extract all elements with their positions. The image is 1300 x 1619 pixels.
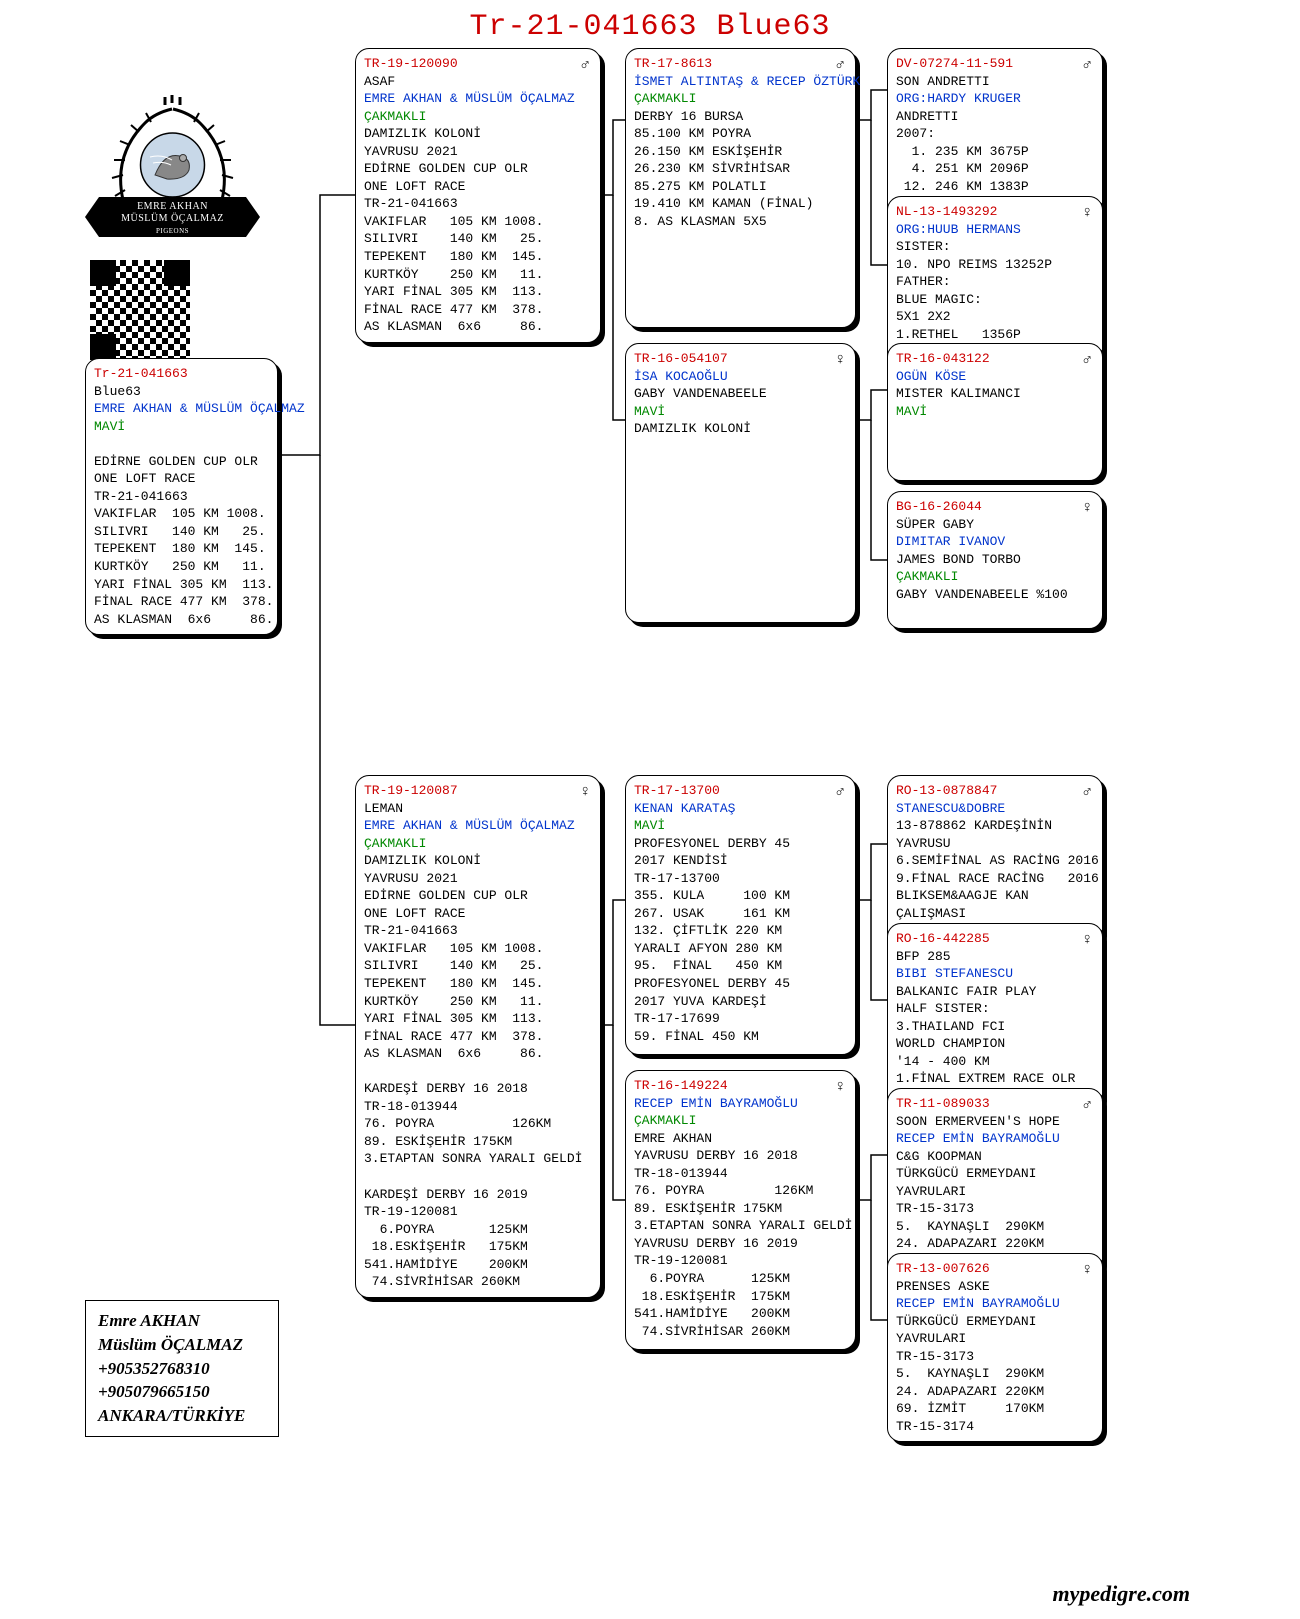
- card-g1a: ♂ TR-19-120090 ASAF EMRE AKHAN & MÜSLÜM Ö…: [355, 48, 601, 343]
- owner: DIMITAR IVANOV: [896, 534, 1005, 549]
- body: EMRE AKHAN YAVRUSU DERBY 16 2018 TR-18-0…: [634, 1131, 852, 1339]
- gender-icon: ♂: [580, 55, 590, 77]
- body: 13-878862 KARDEŞİNİN YAVRUSU 6.SEMİFİNAL…: [896, 818, 1099, 938]
- ring: TR-16-043122: [896, 351, 990, 366]
- name: ASAF: [364, 74, 395, 89]
- gender-icon: ♂: [1082, 782, 1092, 804]
- owner: RECEP EMİN BAYRAMOĞLU: [634, 1096, 798, 1111]
- card-g2a: ♂TR-17-8613 İSMET ALTINTAŞ & RECEP ÖZTÜR…: [625, 48, 856, 328]
- owner: RECEP EMİN BAYRAMOĞLU: [896, 1131, 1060, 1146]
- owner: KENAN KARATAŞ: [634, 801, 735, 816]
- owner: EMRE AKHAN & MÜSLÜM ÖÇALMAZ: [364, 91, 575, 106]
- card-g3g: ♂ TR-11-089033 SOON ERMERVEEN'S HOPE RECE…: [887, 1088, 1103, 1277]
- color: MAVİ: [896, 404, 927, 419]
- body: BALKANIC FAIR PLAY HALF SISTER: 3.THAILA…: [896, 984, 1075, 1104]
- ring: TR-13-007626: [896, 1261, 990, 1276]
- name: LEMAN: [364, 801, 403, 816]
- color: MAVİ: [634, 404, 665, 419]
- ring: RO-13-0878847: [896, 783, 997, 798]
- name2: JAMES BOND TORBO: [896, 552, 1021, 567]
- card-g2c: ♂ TR-17-13700 KENAN KARATAŞ MAVİ PROFESYO…: [625, 775, 856, 1055]
- ring: TR-17-13700: [634, 783, 720, 798]
- body: DAMIZLIK KOLONİ YAVRUSU 2021 EDİRNE GOLD…: [364, 853, 582, 1289]
- body: DAMIZLIK KOLONİ: [634, 421, 751, 436]
- ring: RO-16-442285: [896, 931, 990, 946]
- color: ÇAKMAKLI: [364, 109, 426, 124]
- name: Blue63: [94, 384, 141, 399]
- owner: EMRE AKHAN & MÜSLÜM ÖÇALMAZ: [94, 401, 305, 416]
- ring: NL-13-1493292: [896, 204, 997, 219]
- name: BFP 285: [896, 949, 951, 964]
- gender-icon: ♀: [835, 1077, 845, 1099]
- gender-icon: ♀: [1082, 1260, 1092, 1282]
- ring: DV-07274-11-591: [896, 56, 1013, 71]
- color: MAVİ: [94, 419, 125, 434]
- card-g3e: ♂ RO-13-0878847 STANESCU&DOBRE 13-878862 …: [887, 775, 1103, 947]
- color: ÇAKMAKLI: [364, 836, 426, 851]
- body: DAMIZLIK KOLONİ YAVRUSU 2021 EDİRNE GOLD…: [364, 126, 543, 334]
- card-g3d: ♀ BG-16-26044 SÜPER GABY DIMITAR IVANOV J…: [887, 491, 1103, 629]
- gender-icon: ♀: [1082, 498, 1092, 520]
- body: GABY VANDENABEELE %100: [896, 587, 1068, 602]
- gender-icon: ♀: [1082, 930, 1092, 952]
- owner: İSA KOCAOĞLU: [634, 369, 728, 384]
- gender-icon: ♀: [580, 782, 590, 804]
- name: PRENSES ASKE: [896, 1279, 990, 1294]
- ring: TR-19-120087: [364, 783, 458, 798]
- pedigree-page: Tr-21-041663 Blue63 EMRE AKHAN MÜSLÜM ÖÇ…: [0, 0, 1300, 1619]
- body: C&G KOOPMAN TÜRKGÜCÜ ERMEYDANI YAVRULARI…: [896, 1149, 1044, 1269]
- ring: BG-16-26044: [896, 499, 982, 514]
- owner: İSMET ALTINTAŞ & RECEP ÖZTÜRK: [634, 74, 860, 89]
- card-g3h: ♀ TR-13-007626 PRENSES ASKE RECEP EMİN BA…: [887, 1253, 1103, 1442]
- owner: ORG:HUUB HERMANS: [896, 222, 1021, 237]
- ring: TR-17-8613: [634, 56, 712, 71]
- gender-icon: ♂: [1082, 1095, 1092, 1117]
- name2: GABY VANDENABEELE: [634, 386, 767, 401]
- name: SÜPER GABY: [896, 517, 974, 532]
- gender-icon: ♂: [1082, 350, 1092, 372]
- owner: OGÜN KÖSE: [896, 369, 966, 384]
- contact-box: Emre AKHAN Müslüm ÖÇALMAZ +905352768310 …: [85, 1300, 279, 1437]
- card-g1b: ♀ TR-19-120087 LEMAN EMRE AKHAN & MÜSLÜM …: [355, 775, 601, 1298]
- gender-icon: ♂: [835, 55, 845, 77]
- owner: RECEP EMİN BAYRAMOĞLU: [896, 1296, 1060, 1311]
- card-g2d: ♀ TR-16-149224 RECEP EMİN BAYRAMOĞLU ÇAKM…: [625, 1070, 856, 1350]
- color: ÇAKMAKLI: [634, 91, 696, 106]
- color: ÇAKMAKLI: [634, 1113, 696, 1128]
- gender-icon: ♂: [835, 782, 845, 804]
- owner: BIBI STEFANESCU: [896, 966, 1013, 981]
- card-main: Tr-21-041663 Blue63 EMRE AKHAN & MÜSLÜM …: [85, 358, 278, 635]
- body: DERBY 16 BURSA 85.100 KM POYRA 26.150 KM…: [634, 109, 813, 229]
- ring: Tr-21-041663: [94, 366, 188, 381]
- card-g3f: ♀ RO-16-442285 BFP 285 BIBI STEFANESCU BA…: [887, 923, 1103, 1112]
- color: MAVİ: [634, 818, 665, 833]
- gender-icon: ♂: [1082, 55, 1092, 77]
- owner: ORG:HARDY KRUGER: [896, 91, 1021, 106]
- ring: TR-16-054107: [634, 351, 728, 366]
- body: PROFESYONEL DERBY 45 2017 KENDİSİ TR-17-…: [634, 836, 790, 1044]
- body: EDİRNE GOLDEN CUP OLR ONE LOFT RACE TR-2…: [94, 454, 273, 627]
- card-g2b: ♀ TR-16-054107 İSA KOCAOĞLU GABY VANDENAB…: [625, 343, 856, 623]
- owner: EMRE AKHAN & MÜSLÜM ÖÇALMAZ: [364, 818, 575, 833]
- body: TÜRKGÜCÜ ERMEYDANI YAVRULARI TR-15-3173 …: [896, 1314, 1044, 1434]
- owner: STANESCU&DOBRE: [896, 801, 1005, 816]
- name: SOON ERMERVEEN'S HOPE: [896, 1114, 1060, 1129]
- color: ÇAKMAKLI: [896, 569, 958, 584]
- gender-icon: ♀: [1082, 203, 1092, 225]
- name: SON ANDRETTI: [896, 74, 990, 89]
- card-g3c: ♂ TR-16-043122 OGÜN KÖSE MISTER KALIMANCI…: [887, 343, 1103, 481]
- ring: TR-16-149224: [634, 1078, 728, 1093]
- footer: mypedigre.com: [1053, 1581, 1190, 1607]
- ring: TR-19-120090: [364, 56, 458, 71]
- ring: TR-11-089033: [896, 1096, 990, 1111]
- gender-icon: ♀: [835, 350, 845, 372]
- name2: MISTER KALIMANCI: [896, 386, 1021, 401]
